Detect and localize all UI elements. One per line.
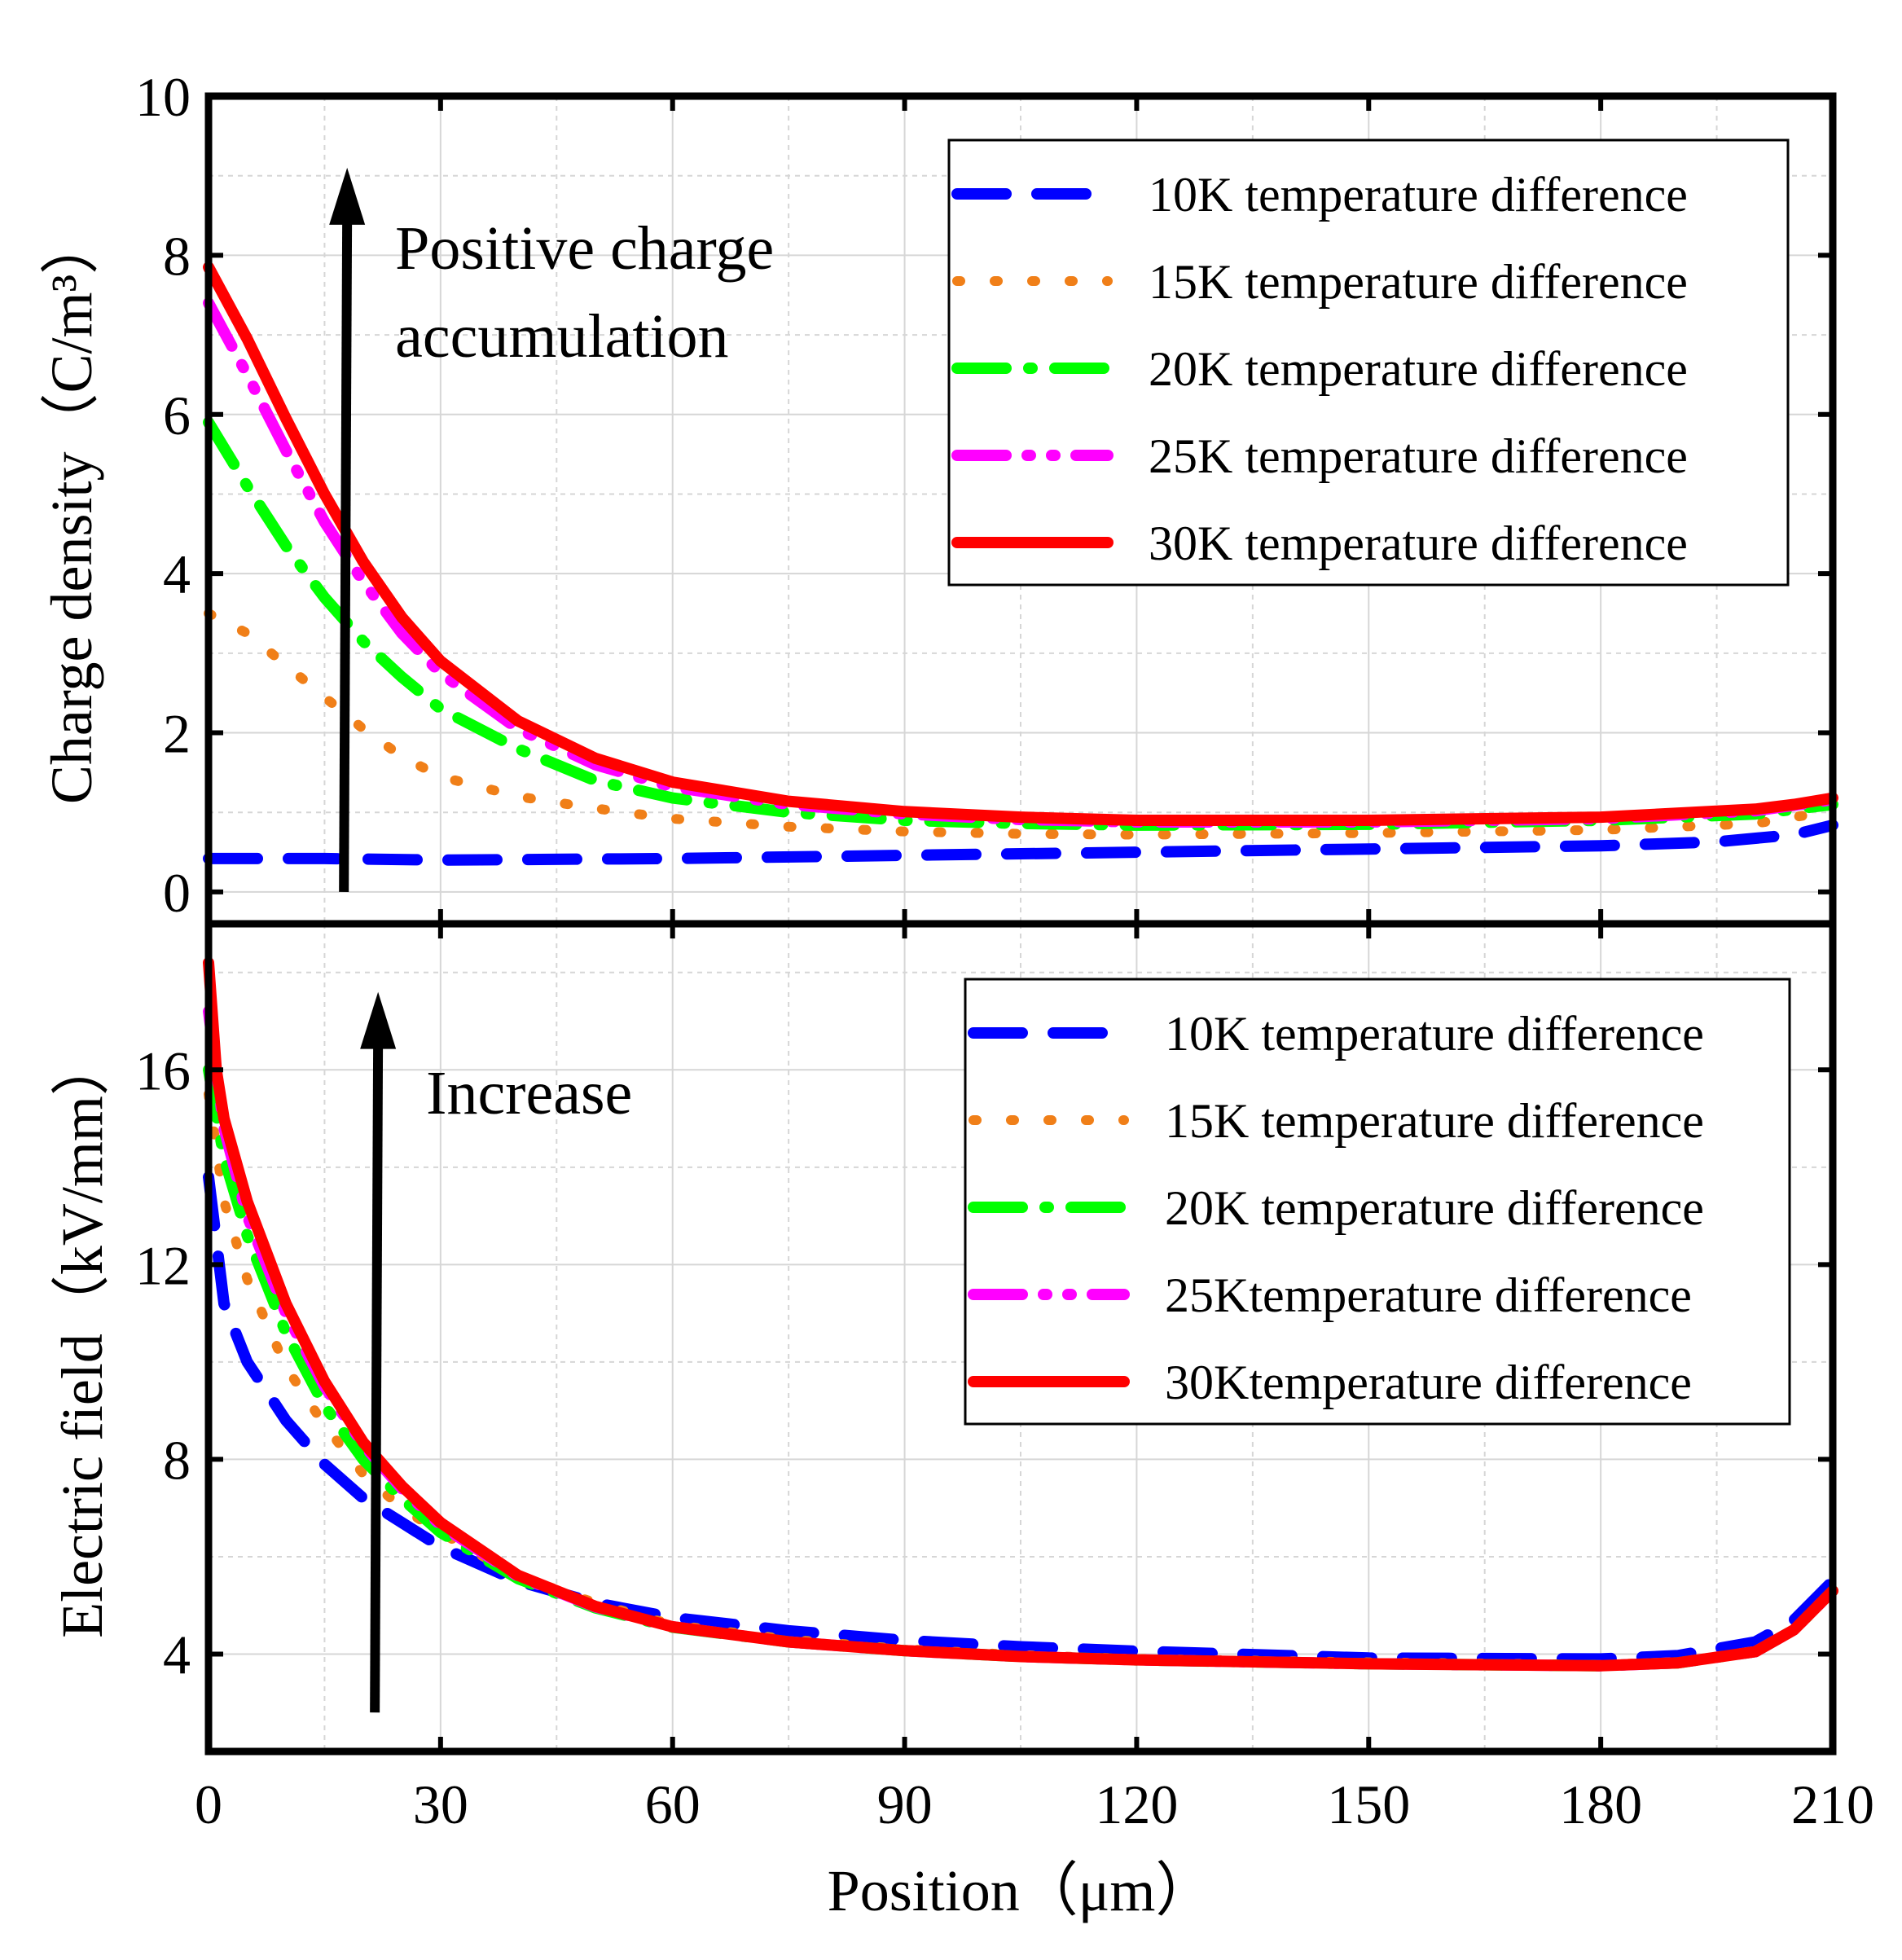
- legend-label: 30K temperature difference: [1149, 516, 1688, 570]
- y-tick-label: 2: [163, 703, 191, 765]
- x-tick-label: 210: [1791, 1773, 1874, 1835]
- annotation-arrow-shaft: [339, 216, 353, 892]
- legend-label: 10K temperature difference: [1165, 1007, 1704, 1061]
- y-tick-label: 12: [135, 1234, 191, 1296]
- x-tick-label: 30: [413, 1773, 468, 1835]
- y-tick-label: 0: [163, 862, 191, 924]
- legend-label: 15K temperature difference: [1165, 1094, 1704, 1148]
- annotation-arrow-shaft: [370, 1040, 384, 1713]
- legend-box: [964, 978, 1791, 1426]
- annotation-arrow-head: [329, 167, 366, 225]
- y-tick-label: 8: [163, 225, 191, 287]
- series-line-top-2: [203, 416, 1838, 831]
- y-tick-label: 4: [163, 1624, 191, 1685]
- y-tick-label: 16: [135, 1039, 191, 1101]
- panel-bottom: Increase 10K temperature difference 15K te…: [50, 920, 1838, 1756]
- x-axis-title: Position（μm）: [828, 1858, 1215, 1923]
- x-tick-label: 120: [1095, 1773, 1178, 1835]
- legend-top: 10K temperature difference 15K temperatur…: [947, 138, 1790, 587]
- legend-bottom: 10K temperature difference 15K temperatur…: [964, 978, 1791, 1426]
- annotation-arrow-head: [360, 991, 397, 1049]
- y-tick-label: 10: [135, 66, 191, 128]
- x-tick-label: 60: [645, 1773, 701, 1835]
- y-axis-title: Charge density（C/m³）: [39, 216, 104, 804]
- x-tick-label: 150: [1327, 1773, 1410, 1835]
- legend-label: 20K temperature difference: [1165, 1181, 1704, 1235]
- plot-frame-bottom: [204, 920, 1837, 1756]
- y-tick-label: 8: [163, 1429, 191, 1491]
- legend-label: 10K temperature difference: [1149, 168, 1688, 222]
- y-tick-label: 4: [163, 543, 191, 605]
- legend-label: 20K temperature difference: [1149, 342, 1688, 396]
- series-line-top-0: [203, 819, 1838, 866]
- annotation-text: accumulation: [395, 302, 728, 371]
- legend-label: 25Ktemperature difference: [1165, 1268, 1692, 1322]
- legend-label: 25K temperature difference: [1149, 429, 1688, 483]
- series-line-top-4: [203, 261, 1838, 826]
- legend-label: 15K temperature difference: [1149, 255, 1688, 309]
- y-tick-label: 6: [163, 385, 191, 446]
- x-tick-label: 90: [877, 1773, 933, 1835]
- series-line-bottom-4: [203, 956, 1838, 1672]
- legend-label: 30Ktemperature difference: [1165, 1356, 1692, 1409]
- legend-box: [947, 138, 1790, 587]
- annotation-text: Increase: [426, 1059, 632, 1127]
- y-axis-title: Electric field（kV/mm）: [50, 1037, 115, 1638]
- annotation-text: Positive charge: [395, 214, 774, 283]
- series-line-bottom-0: [203, 1171, 1838, 1665]
- panel-top: Positive charge accumulation 10K temperatu…: [39, 66, 1838, 928]
- x-tick-label: 0: [195, 1773, 222, 1835]
- x-tick-label: 180: [1559, 1773, 1642, 1835]
